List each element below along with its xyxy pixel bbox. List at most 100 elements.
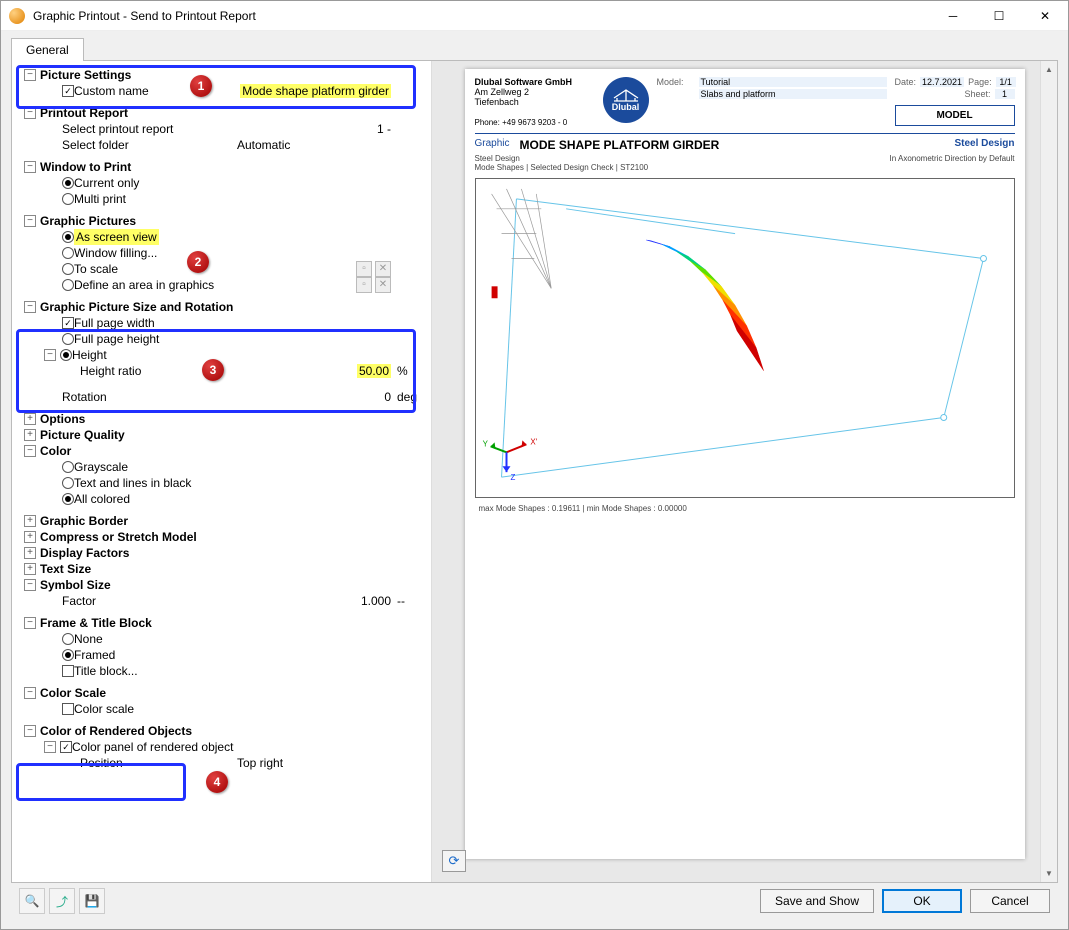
label-grayscale: Grayscale <box>74 459 128 475</box>
minimize-button[interactable]: ─ <box>930 1 976 31</box>
label-picture-quality: Picture Quality <box>40 427 125 443</box>
save-icon-button[interactable]: 💾 <box>79 888 105 914</box>
value-factor[interactable]: 1.000 <box>237 593 397 609</box>
settings-tree: 1 2 3 4 −Picture Settings Custom nameMod… <box>12 61 432 882</box>
expander-picture-quality[interactable]: + <box>24 429 36 441</box>
label-compress-stretch: Compress or Stretch Model <box>40 529 197 545</box>
preview-graphic-tag: Graphic <box>475 138 510 152</box>
chk-color-scale[interactable] <box>62 703 74 715</box>
radio-grayscale[interactable] <box>62 461 74 473</box>
scale-btn-1[interactable]: ▫ <box>356 261 372 277</box>
radio-as-screen-view[interactable] <box>62 231 74 243</box>
value-select-report[interactable]: 1 - <box>237 121 397 137</box>
expander-size-rotation[interactable]: − <box>24 301 36 313</box>
label-all-colored: All colored <box>74 491 130 507</box>
label-options: Options <box>40 411 85 427</box>
expander-graphic-border[interactable]: + <box>24 515 36 527</box>
radio-none[interactable] <box>62 633 74 645</box>
expander-rendered-objects[interactable]: − <box>24 725 36 737</box>
value-position[interactable]: Top right <box>237 755 397 771</box>
close-button[interactable]: ✕ <box>1022 1 1068 31</box>
chk-custom-name[interactable] <box>62 85 74 97</box>
radio-current-only[interactable] <box>62 177 74 189</box>
cancel-button[interactable]: Cancel <box>970 889 1050 913</box>
expander-graphic-pictures[interactable]: − <box>24 215 36 227</box>
label-select-report: Select printout report <box>62 121 173 137</box>
label-color: Color <box>40 443 71 459</box>
window-title: Graphic Printout - Send to Printout Repo… <box>33 9 930 23</box>
value-select-folder[interactable]: Automatic <box>237 137 397 153</box>
chk-color-panel[interactable] <box>60 741 72 753</box>
value-rotation[interactable]: 0 <box>237 389 397 405</box>
action-button-1[interactable]: ⤴ <box>49 888 75 914</box>
area-btn-1[interactable]: ▫ <box>356 277 372 293</box>
preview-scrollbar[interactable]: ▲ ▼ <box>1040 61 1057 882</box>
radio-all-colored[interactable] <box>62 493 74 505</box>
label-color-panel: Color panel of rendered object <box>72 739 233 755</box>
expander-color-panel[interactable]: − <box>44 741 56 753</box>
expander-display-factors[interactable]: + <box>24 547 36 559</box>
ok-button[interactable]: OK <box>882 889 962 913</box>
preview-graphic: X' Y Z <box>475 178 1015 498</box>
expander-frame-title[interactable]: − <box>24 617 36 629</box>
label-picture-settings: Picture Settings <box>40 67 131 83</box>
scroll-down-icon[interactable]: ▼ <box>1041 865 1057 882</box>
radio-text-lines-black[interactable] <box>62 477 74 489</box>
label-custom-name: Custom name <box>74 83 149 99</box>
radio-full-page-height[interactable] <box>62 333 74 345</box>
label-as-screen-view: As screen view <box>74 229 159 245</box>
label-select-folder: Select folder <box>62 137 129 153</box>
preview-title-main: MODE SHAPE PLATFORM GIRDER <box>520 138 720 152</box>
scale-btn-2[interactable]: ✕ <box>375 261 391 277</box>
label-printout-report: Printout Report <box>40 105 128 121</box>
label-size-rotation: Graphic Picture Size and Rotation <box>40 299 233 315</box>
expander-color-scale[interactable]: − <box>24 687 36 699</box>
tab-general[interactable]: General <box>11 38 84 61</box>
expander-printout-report[interactable]: − <box>24 107 36 119</box>
radio-window-filling[interactable] <box>62 247 74 259</box>
label-define-area: Define an area in graphics <box>74 277 214 293</box>
preview-paper: Dlubal Software GmbH Am Zellweg 2 Tiefen… <box>465 69 1025 859</box>
radio-define-area[interactable] <box>62 279 74 291</box>
refresh-preview-button[interactable]: ⟳ <box>442 850 466 872</box>
unit-height-ratio: % <box>397 363 427 379</box>
expander-options[interactable]: + <box>24 413 36 425</box>
expander-height[interactable]: − <box>44 349 56 361</box>
svg-text:X': X' <box>530 437 537 446</box>
value-custom-name[interactable]: Mode shape platform girder <box>240 84 391 98</box>
label-window-filling: Window filling... <box>74 245 157 261</box>
radio-height[interactable] <box>60 349 72 361</box>
radio-to-scale[interactable] <box>62 263 74 275</box>
preview-sheet: 1 <box>995 89 1015 99</box>
label-current-only: Current only <box>74 175 139 191</box>
unit-rotation: deg <box>397 389 427 405</box>
value-height-ratio[interactable]: 50.00 <box>357 364 391 378</box>
radio-framed[interactable] <box>62 649 74 661</box>
app-icon <box>9 8 25 24</box>
label-graphic-pictures: Graphic Pictures <box>40 213 136 229</box>
expander-symbol-size[interactable]: − <box>24 579 36 591</box>
badge-4: 4 <box>206 771 228 793</box>
chk-title-block[interactable] <box>62 665 74 677</box>
expander-color[interactable]: − <box>24 445 36 457</box>
label-full-page-height: Full page height <box>74 331 159 347</box>
label-to-scale: To scale <box>74 261 118 277</box>
preview-addr2: Tiefenbach <box>475 97 519 107</box>
area-btn-2[interactable]: ✕ <box>375 277 391 293</box>
label-frame-title: Frame & Title Block <box>40 615 152 631</box>
preview-project: Slabs and platform <box>699 89 887 99</box>
label-full-page-width: Full page width <box>74 315 155 331</box>
save-and-show-button[interactable]: Save and Show <box>760 889 874 913</box>
maximize-button[interactable]: ☐ <box>976 1 1022 31</box>
expander-picture-settings[interactable]: − <box>24 69 36 81</box>
svg-text:Z: Z <box>510 473 515 482</box>
expander-window-to-print[interactable]: − <box>24 161 36 173</box>
help-button[interactable]: 🔍 <box>19 888 45 914</box>
expander-compress-stretch[interactable]: + <box>24 531 36 543</box>
expander-text-size[interactable]: + <box>24 563 36 575</box>
radio-multi-print[interactable] <box>62 193 74 205</box>
chk-full-page-width[interactable] <box>62 317 74 329</box>
label-framed: Framed <box>74 647 115 663</box>
label-symbol-size: Symbol Size <box>40 577 111 593</box>
scroll-up-icon[interactable]: ▲ <box>1041 61 1057 78</box>
